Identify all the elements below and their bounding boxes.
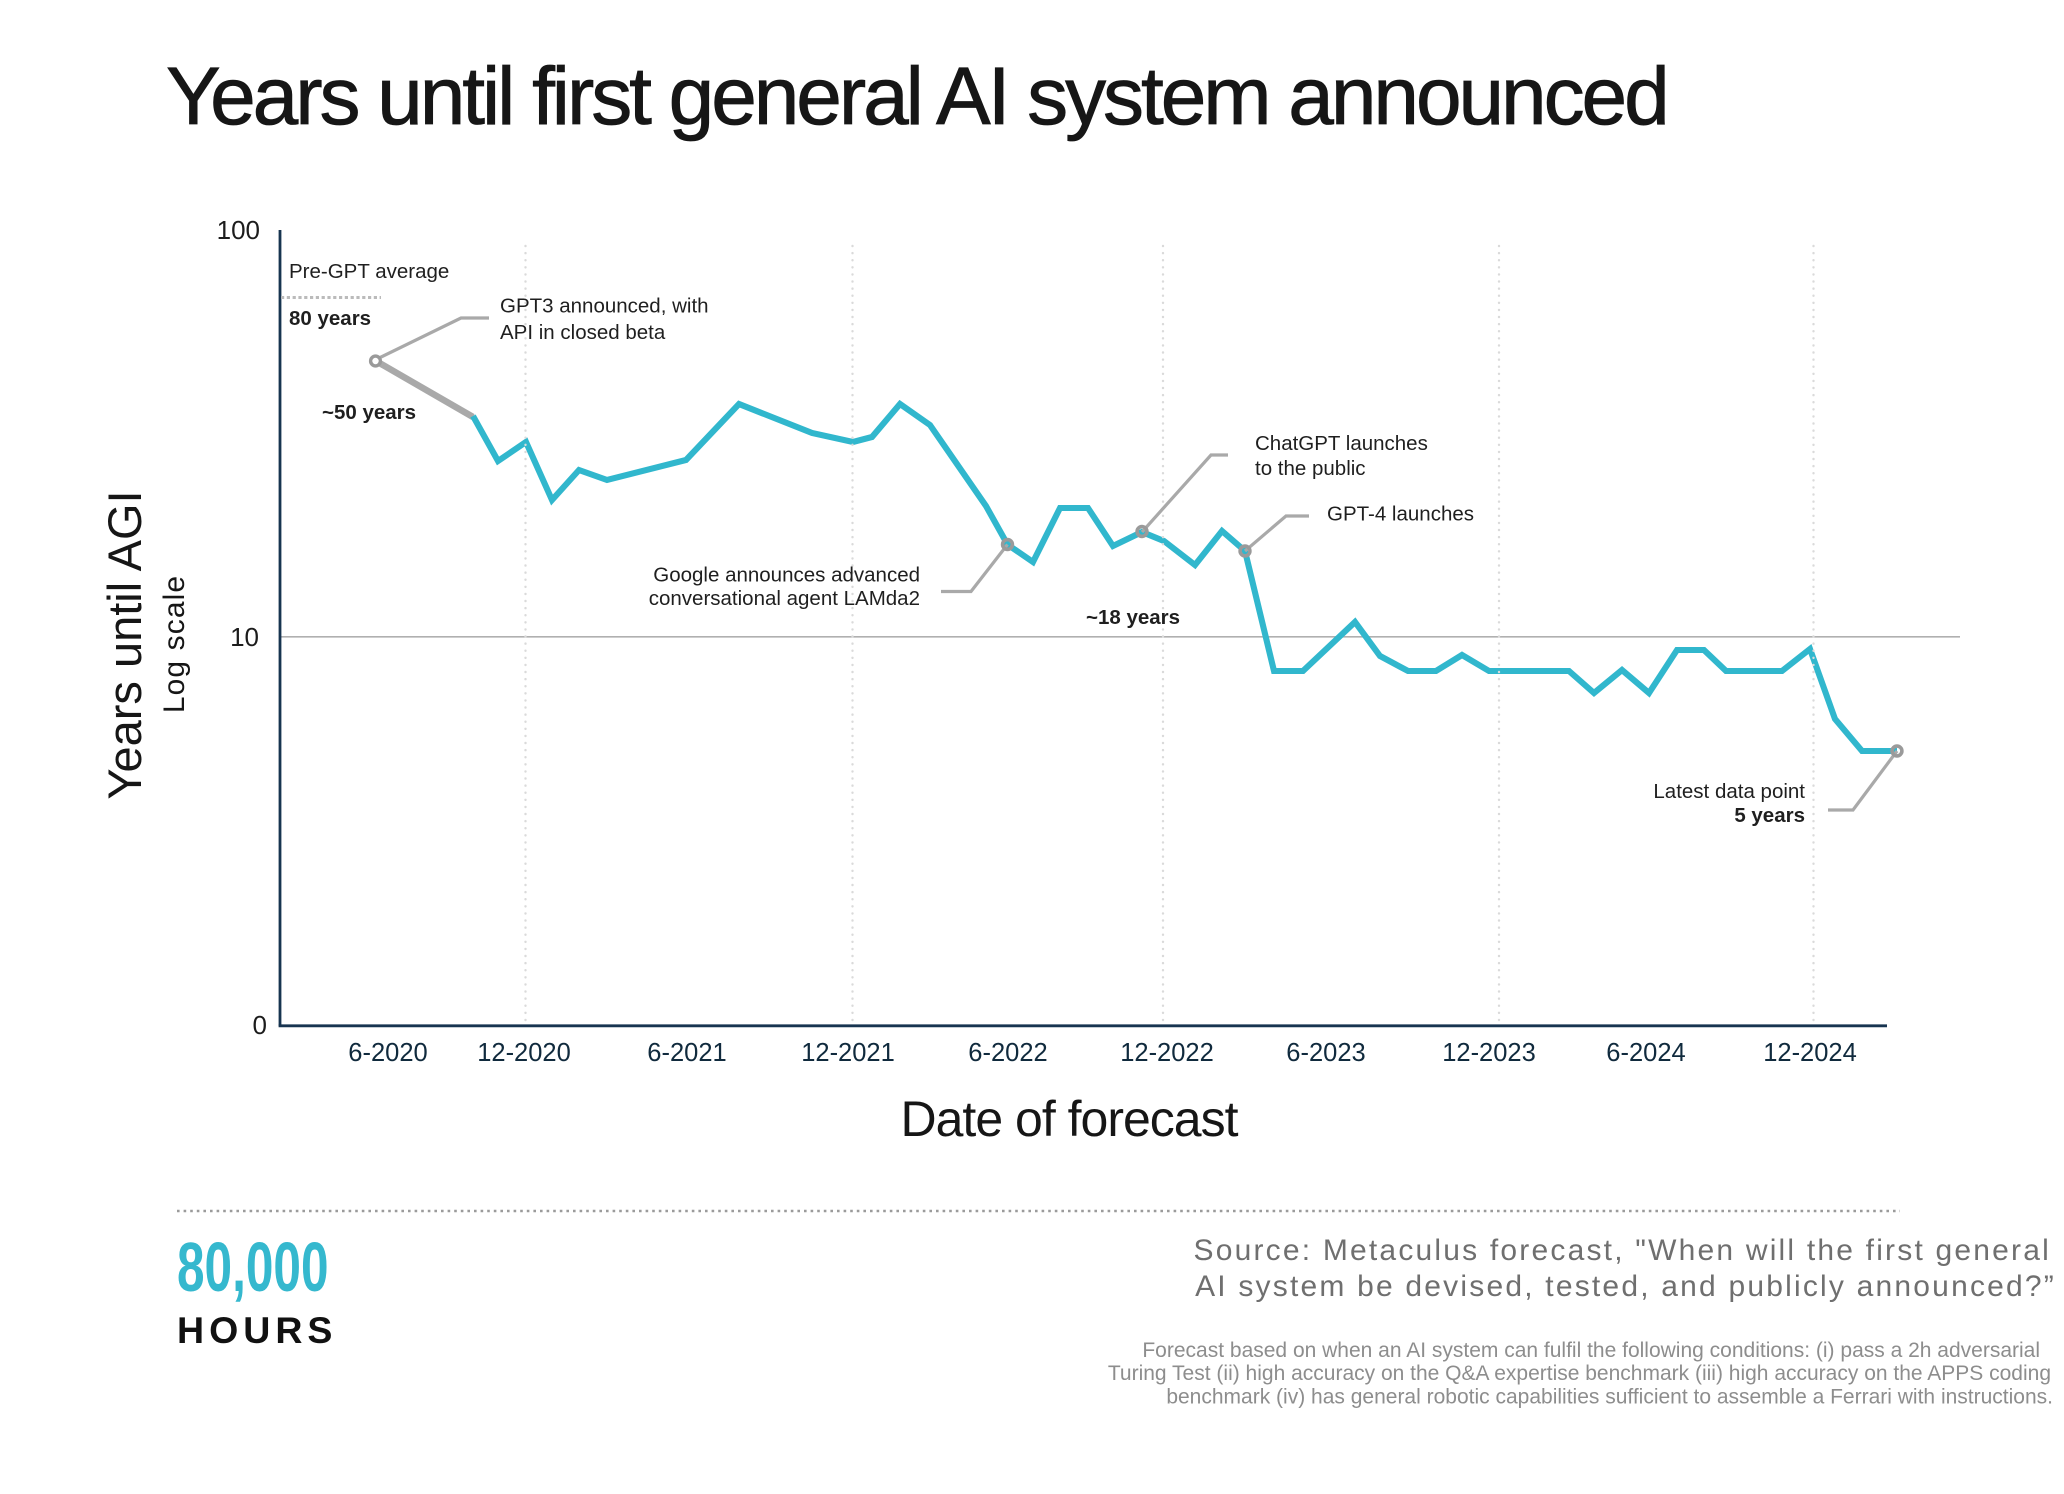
svg-text:12-2021: 12-2021 [801,1039,895,1067]
svg-text:6-2021: 6-2021 [647,1039,726,1067]
svg-text:GPT3 announced, with: GPT3 announced, with [500,294,709,317]
svg-text:80 years: 80 years [289,307,371,330]
svg-text:Google announces advanced: Google announces advanced [653,564,920,587]
svg-text:~18 years: ~18 years [1086,606,1180,629]
svg-text:Years until AGI: Years until AGI [98,490,151,799]
svg-text:Pre-GPT average: Pre-GPT average [289,260,449,283]
svg-text:Source: Metaculus forecast, "W: Source: Metaculus forecast, "When will t… [1194,1234,2052,1267]
svg-text:12-2020: 12-2020 [477,1039,571,1067]
svg-text:100: 100 [217,215,260,245]
svg-text:6-2022: 6-2022 [968,1039,1047,1067]
svg-text:API in closed beta: API in closed beta [500,321,666,344]
svg-text:5 years: 5 years [1734,804,1805,827]
svg-text:ChatGPT launches: ChatGPT launches [1255,432,1428,455]
svg-text:conversational agent LAMda2: conversational agent LAMda2 [649,587,920,610]
svg-text:benchmark (iv) has general rob: benchmark (iv) has general robotic capab… [1166,1385,2053,1408]
svg-text:0: 0 [253,1010,267,1040]
svg-text:Forecast based on when an AI s: Forecast based on when an AI system can … [1142,1339,2040,1362]
svg-text:6-2020: 6-2020 [348,1039,427,1067]
svg-text:12-2024: 12-2024 [1763,1039,1857,1067]
svg-text:GPT-4 launches: GPT-4 launches [1327,503,1474,526]
svg-text:Log scale: Log scale [158,575,191,713]
svg-text:to the public: to the public [1255,457,1366,480]
svg-text:~50 years: ~50 years [322,401,416,424]
svg-text:HOURS: HOURS [177,1309,337,1351]
svg-text:10: 10 [230,622,259,652]
svg-text:AI system be devised, tested,: AI system be devised, tested, and public… [1195,1270,2056,1303]
svg-text:Latest data point: Latest data point [1653,780,1805,803]
svg-text:12-2022: 12-2022 [1120,1039,1214,1067]
svg-text:Date of forecast: Date of forecast [901,1091,1239,1147]
svg-text:6-2024: 6-2024 [1606,1039,1685,1067]
svg-text:12-2023: 12-2023 [1442,1039,1536,1067]
svg-text:Turing Test (ii) high accuracy: Turing Test (ii) high accuracy on the Q&… [1108,1362,2051,1385]
svg-text:80,000: 80,000 [177,1228,329,1306]
svg-text:6-2023: 6-2023 [1286,1039,1365,1067]
svg-text:Years until first general AI s: Years until first general AI system anno… [166,51,1667,142]
